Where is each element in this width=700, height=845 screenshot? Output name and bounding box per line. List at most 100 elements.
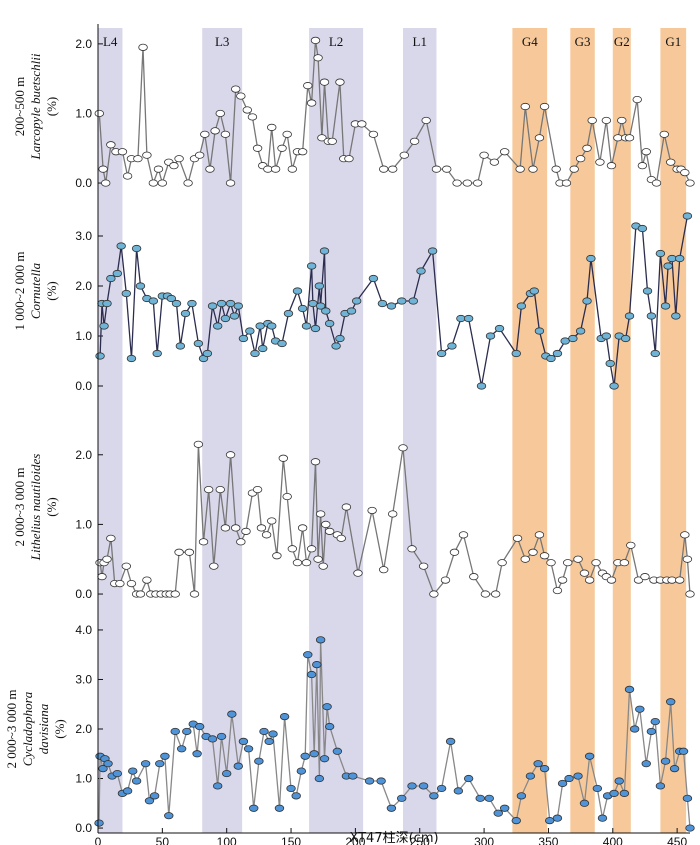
- data-point: [245, 327, 255, 335]
- data-point: [351, 297, 362, 305]
- data-point: [256, 524, 267, 532]
- data-point: [277, 339, 287, 348]
- data-point: [575, 327, 586, 335]
- data-point: [421, 116, 431, 125]
- data-point: [99, 322, 109, 330]
- data-point: [641, 760, 651, 768]
- data-point: [317, 134, 327, 142]
- data-point: [452, 179, 462, 187]
- band: [309, 28, 364, 833]
- data-point: [315, 636, 326, 644]
- data-point: [331, 342, 341, 350]
- data-point: [324, 722, 335, 731]
- y-axis-label: (%): [44, 281, 59, 301]
- data-point: [220, 314, 231, 323]
- data-point: [476, 382, 487, 390]
- data-point: [601, 116, 612, 125]
- data-point: [97, 573, 107, 581]
- data-point: [479, 151, 489, 159]
- data-point: [324, 319, 335, 328]
- y-tick-label: 1.0: [75, 329, 92, 343]
- data-point: [210, 127, 220, 135]
- data-point: [198, 538, 209, 546]
- data-point: [335, 78, 345, 86]
- band-label: L4: [103, 34, 118, 49]
- data-point: [516, 792, 527, 800]
- data-point: [557, 576, 568, 584]
- data-point: [469, 573, 479, 581]
- data-point: [152, 349, 162, 358]
- data-point: [133, 155, 143, 163]
- data-point: [429, 590, 439, 598]
- data-point: [587, 116, 597, 125]
- data-point: [568, 334, 578, 343]
- data-point: [614, 777, 624, 785]
- data-point: [575, 155, 586, 163]
- data-point: [229, 312, 240, 320]
- data-point: [267, 123, 277, 131]
- x-tick-label: 300: [474, 835, 494, 845]
- data-point: [310, 324, 321, 333]
- band: [660, 28, 687, 833]
- data-point: [287, 165, 298, 173]
- data-point: [135, 282, 146, 290]
- data-point: [98, 765, 108, 773]
- data-point: [310, 458, 321, 466]
- band: [202, 28, 243, 833]
- data-point: [220, 130, 231, 138]
- data-point: [606, 162, 617, 170]
- data-point: [357, 120, 367, 128]
- y-tick-label: 3.0: [75, 229, 92, 243]
- band: [403, 28, 437, 833]
- band: [612, 28, 631, 833]
- data-point: [409, 137, 420, 145]
- data-point: [637, 162, 648, 170]
- data-point: [282, 130, 292, 138]
- data-point: [207, 302, 218, 310]
- x-tick-label: 200: [345, 835, 365, 845]
- data-point: [573, 555, 583, 563]
- data-point: [646, 312, 657, 320]
- data-point: [529, 287, 539, 295]
- data-point: [212, 782, 223, 790]
- data-point: [497, 559, 507, 567]
- y-tick-label: 1.0: [75, 517, 92, 531]
- data-point: [499, 148, 510, 156]
- band-label: L1: [413, 34, 427, 49]
- data-point: [131, 777, 142, 785]
- data-point: [187, 299, 197, 308]
- data-point: [236, 538, 246, 546]
- data-point: [525, 772, 536, 780]
- data-point: [609, 382, 619, 390]
- data-point: [247, 113, 258, 121]
- data-point: [364, 777, 375, 785]
- data-point: [429, 792, 439, 800]
- data-point: [353, 569, 363, 577]
- data-point: [557, 779, 568, 788]
- y-axis-label: (%): [44, 497, 59, 517]
- data-point: [115, 579, 125, 588]
- data-point: [344, 155, 354, 163]
- data-point: [511, 349, 521, 358]
- data-point: [516, 302, 527, 310]
- data-point: [669, 765, 680, 773]
- data-point: [534, 327, 545, 335]
- data-point: [306, 262, 317, 270]
- data-point: [319, 78, 330, 86]
- data-point: [175, 342, 186, 350]
- data-point: [241, 527, 251, 535]
- data-point: [249, 804, 259, 812]
- data-point: [563, 559, 573, 567]
- data-point: [675, 254, 685, 263]
- data-point: [233, 302, 243, 310]
- data-point: [321, 520, 331, 529]
- data-point: [252, 485, 263, 494]
- data-point: [296, 767, 307, 775]
- data-point: [193, 339, 204, 348]
- data-point: [635, 705, 645, 713]
- data-point: [379, 566, 389, 574]
- data-point: [231, 85, 241, 93]
- data-point: [182, 727, 192, 736]
- data-point: [135, 590, 146, 598]
- data-point: [169, 162, 179, 170]
